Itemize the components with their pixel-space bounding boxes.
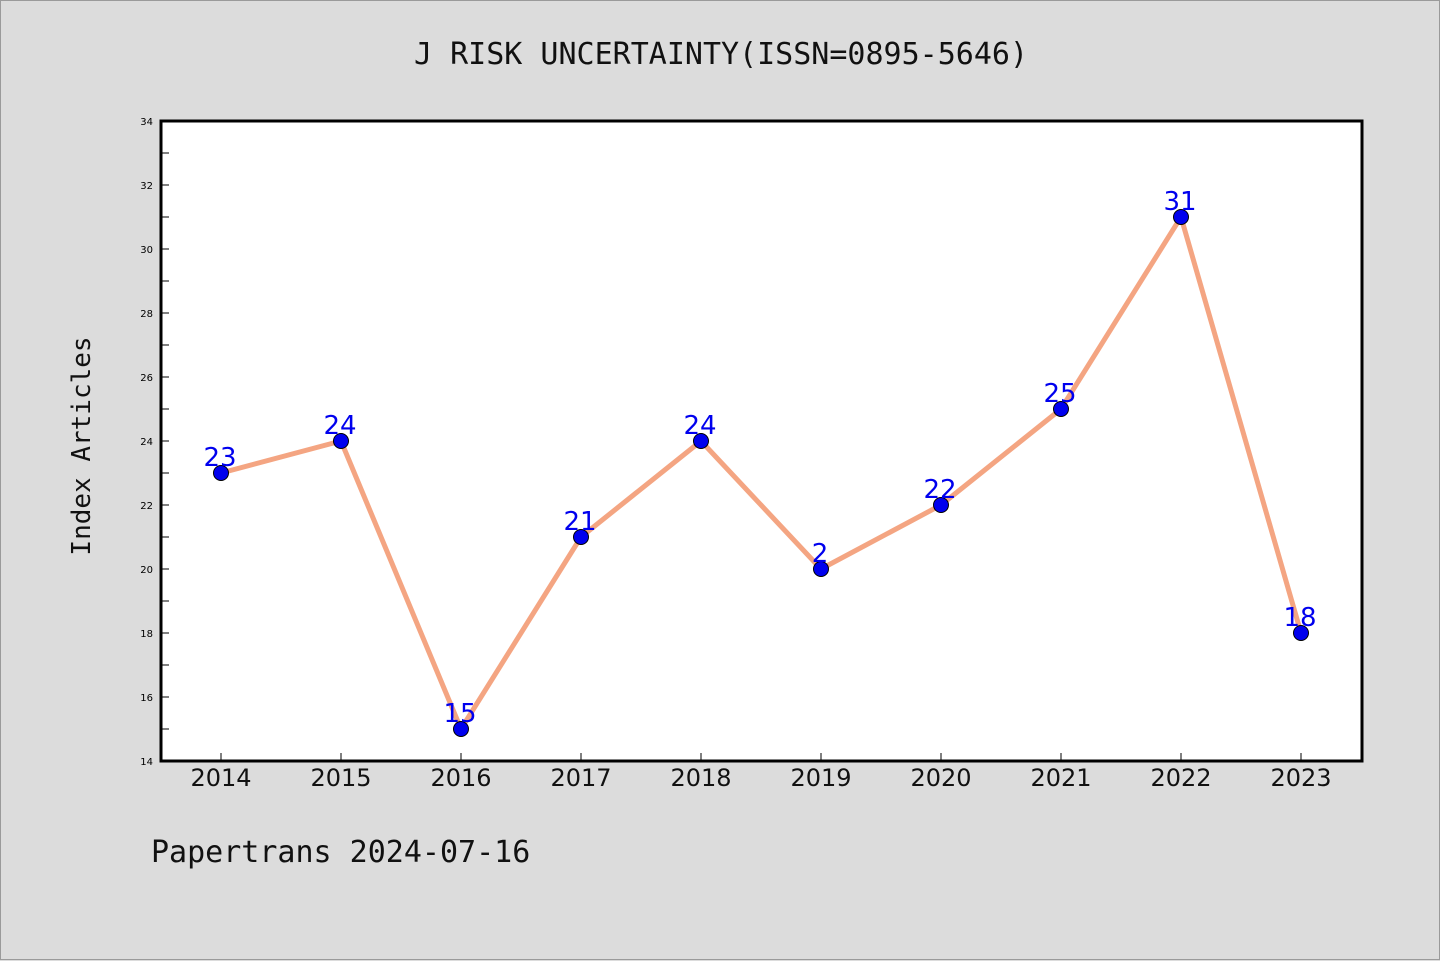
data-label: 21 [563,507,596,537]
x-tick-label: 2019 [790,764,851,792]
series-line [220,214,1304,732]
x-tick-label: 2023 [1270,764,1331,792]
data-label: 18 [1283,603,1316,633]
series-markers [213,209,1309,737]
data-label: 22 [923,475,956,505]
data-label: 25 [1043,379,1076,409]
footer-credit: Papertrans 2024-07-16 [151,835,531,870]
series-line-path [220,214,1304,732]
data-point [573,529,589,545]
x-tick-label: 2022 [1150,764,1211,792]
data-point [813,561,829,577]
data-label: 24 [683,411,716,441]
data-point [1173,209,1189,225]
data-label: 31 [1163,187,1196,217]
y-tick-label: 22 [140,501,153,512]
y-tick-label: 30 [140,245,153,256]
data-point [693,433,709,449]
data-point [453,721,469,737]
x-tick-label: 2017 [550,764,611,792]
x-tick-label: 2020 [910,764,971,792]
y-tick-label: 18 [140,629,153,640]
y-tick-label: 16 [140,693,153,704]
data-point [333,433,349,449]
chart-title: J RISK UNCERTAINTY(ISSN=0895-5646) [413,37,1029,72]
data-label: 23 [203,443,236,473]
x-tick-label: 2018 [670,764,731,792]
y-tick-label: 24 [140,437,153,448]
y-tick-label: 28 [140,309,153,320]
y-tick-label: 26 [140,373,153,384]
y-tick-label: 34 [140,117,153,128]
y-tick-label: 20 [140,565,153,576]
x-tick-label: 2016 [430,764,491,792]
data-point [1293,625,1309,641]
y-axis: 14 16 18 20 22 24 26 28 30 32 34 [140,117,169,768]
data-point [213,465,229,481]
data-label: 24 [323,411,356,441]
x-axis: 2014 2015 2016 2017 2018 2019 2020 2021 2022 2023 [190,753,1332,792]
y-axis-label: Index Articles [67,336,97,555]
plot-area [159,119,1364,763]
data-label: 2 [812,539,829,569]
data-point [1053,401,1069,417]
x-tick-label: 2021 [1030,764,1091,792]
y-tick-label: 32 [140,181,153,192]
x-tick-label: 2015 [310,764,371,792]
data-point [933,497,949,513]
y-tick-label: 14 [140,757,153,768]
x-tick-label: 2014 [190,764,251,792]
data-label: 15 [443,699,476,729]
